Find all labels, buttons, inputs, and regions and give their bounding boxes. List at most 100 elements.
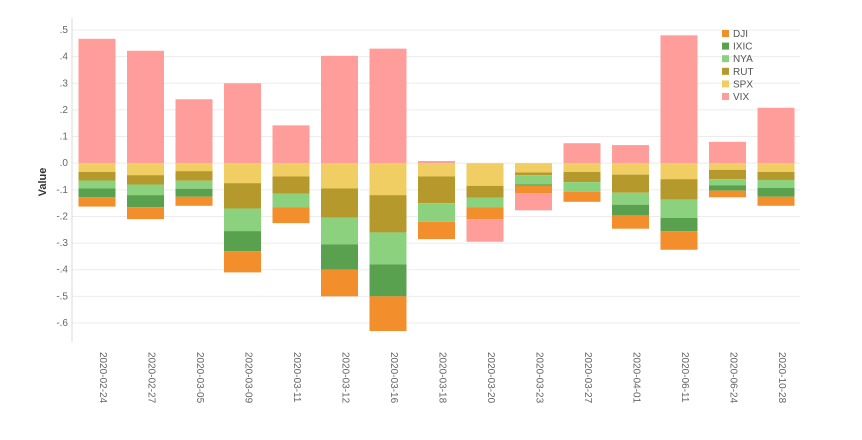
bar-VIX-2020-06-24[interactable] <box>709 141 746 164</box>
bar-SPX-2020-02-27[interactable] <box>127 163 164 176</box>
bar-DJI-2020-06-11[interactable] <box>660 231 698 250</box>
bar-VIX-2020-10-28[interactable] <box>757 107 795 164</box>
bar-IXIC-2020-03-12[interactable] <box>321 244 358 270</box>
bar-stack-2020-06-11 <box>660 35 698 250</box>
y-tick-label: .4 <box>60 52 69 63</box>
bar-RUT-2020-03-12[interactable] <box>321 188 358 218</box>
bar-SPX-2020-04-01[interactable] <box>612 163 649 175</box>
bar-SPX-2020-02-24[interactable] <box>78 163 116 172</box>
bar-NYA-2020-06-11[interactable] <box>660 199 698 218</box>
bar-SPX-2020-03-09[interactable] <box>224 163 261 184</box>
bar-NYA-2020-03-20[interactable] <box>466 197 504 208</box>
bar-stack-2020-02-24 <box>78 38 116 207</box>
bar-DJI-2020-03-09[interactable] <box>224 251 261 273</box>
bar-RUT-2020-03-23[interactable] <box>515 172 552 176</box>
bar-SPX-2020-03-27[interactable] <box>563 163 601 172</box>
bar-RUT-2020-06-11[interactable] <box>660 179 698 200</box>
bar-DJI-2020-03-20[interactable] <box>466 207 504 220</box>
bar-NYA-2020-02-27[interactable] <box>127 184 164 196</box>
bar-NYA-2020-04-01[interactable] <box>612 192 649 205</box>
x-tick-label: 2020-02-27 <box>146 352 157 404</box>
bar-VIX-2020-03-27[interactable] <box>563 143 601 164</box>
bar-NYA-2020-10-28[interactable] <box>757 179 795 188</box>
bar-RUT-2020-03-20[interactable] <box>466 185 504 198</box>
legend-label-NYA: NYA <box>733 54 753 65</box>
bar-DJI-2020-04-01[interactable] <box>612 215 649 229</box>
bar-VIX-2020-03-23[interactable] <box>515 193 552 211</box>
bar-SPX-2020-10-28[interactable] <box>757 163 795 172</box>
bar-IXIC-2020-02-27[interactable] <box>127 195 164 208</box>
bar-NYA-2020-06-24[interactable] <box>709 179 746 186</box>
bar-RUT-2020-03-11[interactable] <box>272 176 310 194</box>
bar-RUT-2020-03-16[interactable] <box>369 195 407 233</box>
bar-DJI-2020-03-12[interactable] <box>321 269 358 297</box>
bar-IXIC-2020-03-16[interactable] <box>369 264 407 297</box>
bar-IXIC-2020-02-24[interactable] <box>78 188 116 198</box>
bar-IXIC-2020-06-11[interactable] <box>660 217 698 232</box>
bar-VIX-2020-02-27[interactable] <box>127 50 164 164</box>
bar-VIX-2020-03-11[interactable] <box>272 125 310 164</box>
bar-DJI-2020-02-24[interactable] <box>78 197 116 207</box>
bar-NYA-2020-03-23[interactable] <box>515 175 552 185</box>
bar-IXIC-2020-10-28[interactable] <box>757 187 795 197</box>
x-tick-label: 2020-03-11 <box>291 352 302 403</box>
bar-NYA-2020-03-05[interactable] <box>175 180 213 189</box>
bar-NYA-2020-03-12[interactable] <box>321 217 358 245</box>
bar-IXIC-2020-06-24[interactable] <box>709 185 746 191</box>
bar-stack-2020-03-18 <box>418 161 455 240</box>
bar-RUT-2020-03-18[interactable] <box>418 176 455 204</box>
bar-IXIC-2020-03-05[interactable] <box>175 188 213 197</box>
bar-SPX-2020-06-24[interactable] <box>709 163 746 170</box>
bar-NYA-2020-03-18[interactable] <box>418 203 455 222</box>
bar-DJI-2020-03-18[interactable] <box>418 221 455 240</box>
bar-DJI-2020-06-24[interactable] <box>709 190 746 198</box>
legend-label-IXIC: IXIC <box>733 42 752 53</box>
bar-RUT-2020-10-28[interactable] <box>757 171 795 180</box>
bar-NYA-2020-03-27[interactable] <box>563 182 601 192</box>
bar-DJI-2020-02-27[interactable] <box>127 207 164 220</box>
bar-IXIC-2020-03-23[interactable] <box>515 184 552 186</box>
bar-VIX-2020-03-12[interactable] <box>321 55 358 164</box>
bar-NYA-2020-03-09[interactable] <box>224 208 261 232</box>
bar-SPX-2020-03-20[interactable] <box>466 163 504 186</box>
bar-SPX-2020-03-16[interactable] <box>369 163 407 196</box>
bar-SPX-2020-03-05[interactable] <box>175 163 213 172</box>
bar-DJI-2020-03-11[interactable] <box>272 207 310 224</box>
bar-RUT-2020-03-05[interactable] <box>175 171 213 181</box>
bar-RUT-2020-03-27[interactable] <box>563 171 601 183</box>
y-tick-label: .0 <box>60 158 69 169</box>
bar-NYA-2020-02-24[interactable] <box>78 180 116 189</box>
bar-VIX-2020-06-11[interactable] <box>660 35 698 164</box>
bar-DJI-2020-03-16[interactable] <box>369 296 407 331</box>
bar-stack-2020-03-12 <box>321 55 358 297</box>
bar-DJI-2020-03-05[interactable] <box>175 196 213 206</box>
bar-VIX-2020-03-09[interactable] <box>224 83 261 164</box>
bar-VIX-2020-02-24[interactable] <box>78 38 116 164</box>
bar-SPX-2020-06-11[interactable] <box>660 163 698 180</box>
bar-VIX-2020-03-05[interactable] <box>175 99 213 164</box>
bar-RUT-2020-06-24[interactable] <box>709 169 746 180</box>
bar-VIX-2020-03-20[interactable] <box>466 219 504 242</box>
bar-RUT-2020-04-01[interactable] <box>612 174 649 193</box>
bar-DJI-2020-10-28[interactable] <box>757 196 795 206</box>
bar-VIX-2020-04-01[interactable] <box>612 145 649 164</box>
bar-stack-2020-06-24 <box>709 141 746 198</box>
bar-RUT-2020-03-09[interactable] <box>224 183 261 209</box>
bar-IXIC-2020-03-09[interactable] <box>224 231 261 252</box>
x-tick-label: 2020-03-09 <box>243 352 254 404</box>
bar-DJI-2020-03-23[interactable] <box>515 185 552 194</box>
bar-RUT-2020-02-27[interactable] <box>127 175 164 185</box>
bar-SPX-2020-03-12[interactable] <box>321 163 358 189</box>
bar-NYA-2020-03-11[interactable] <box>272 193 310 208</box>
bar-SPX-2020-03-23[interactable] <box>515 163 552 173</box>
bar-SPX-2020-03-11[interactable] <box>272 163 310 177</box>
bar-VIX-2020-03-18[interactable] <box>418 161 455 164</box>
y-tick-label: .5 <box>60 25 69 36</box>
bar-VIX-2020-03-16[interactable] <box>369 48 407 164</box>
bar-IXIC-2020-04-01[interactable] <box>612 204 649 216</box>
bar-DJI-2020-03-27[interactable] <box>563 191 601 202</box>
bar-RUT-2020-02-24[interactable] <box>78 171 116 181</box>
bar-NYA-2020-03-16[interactable] <box>369 232 407 265</box>
bar-SPX-2020-03-18[interactable] <box>418 163 455 177</box>
